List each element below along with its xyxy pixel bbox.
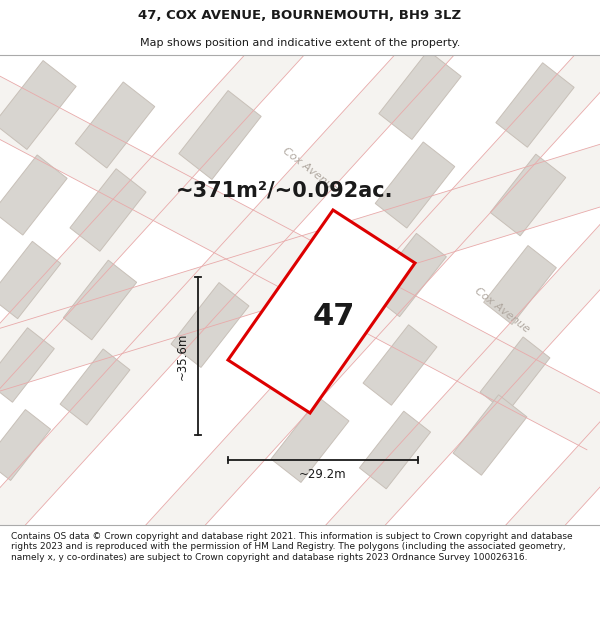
Polygon shape bbox=[363, 325, 437, 405]
Text: Map shows position and indicative extent of the property.: Map shows position and indicative extent… bbox=[140, 38, 460, 48]
Polygon shape bbox=[379, 51, 461, 139]
Polygon shape bbox=[294, 0, 600, 590]
Text: 47: 47 bbox=[313, 302, 355, 331]
Polygon shape bbox=[0, 241, 61, 319]
Polygon shape bbox=[0, 409, 50, 481]
Polygon shape bbox=[0, 116, 600, 404]
Polygon shape bbox=[375, 142, 455, 228]
Polygon shape bbox=[228, 210, 415, 413]
Polygon shape bbox=[179, 91, 261, 179]
Text: 47, COX AVENUE, BOURNEMOUTH, BH9 3LZ: 47, COX AVENUE, BOURNEMOUTH, BH9 3LZ bbox=[139, 9, 461, 22]
Polygon shape bbox=[64, 260, 137, 340]
Polygon shape bbox=[60, 349, 130, 425]
Polygon shape bbox=[171, 282, 249, 368]
Polygon shape bbox=[75, 82, 155, 168]
Polygon shape bbox=[370, 233, 446, 317]
Polygon shape bbox=[0, 155, 67, 235]
Polygon shape bbox=[70, 169, 146, 251]
Text: ~35.6m: ~35.6m bbox=[176, 332, 188, 379]
Polygon shape bbox=[271, 398, 349, 482]
Polygon shape bbox=[484, 246, 556, 324]
Text: Cox Avenue: Cox Avenue bbox=[281, 146, 340, 194]
Polygon shape bbox=[480, 337, 550, 413]
Text: Cox Avenue: Cox Avenue bbox=[473, 286, 532, 334]
Polygon shape bbox=[359, 411, 431, 489]
Polygon shape bbox=[0, 61, 76, 149]
Polygon shape bbox=[0, 0, 486, 590]
Polygon shape bbox=[496, 62, 574, 148]
Text: Contains OS data © Crown copyright and database right 2021. This information is : Contains OS data © Crown copyright and d… bbox=[11, 532, 572, 562]
Text: ~29.2m: ~29.2m bbox=[299, 468, 347, 481]
Polygon shape bbox=[0, 328, 55, 402]
Polygon shape bbox=[114, 0, 600, 590]
Polygon shape bbox=[0, 30, 600, 450]
Polygon shape bbox=[490, 154, 566, 236]
Polygon shape bbox=[453, 395, 527, 475]
Text: ~371m²/~0.092ac.: ~371m²/~0.092ac. bbox=[176, 180, 394, 200]
Polygon shape bbox=[474, 0, 600, 590]
Polygon shape bbox=[0, 0, 336, 590]
